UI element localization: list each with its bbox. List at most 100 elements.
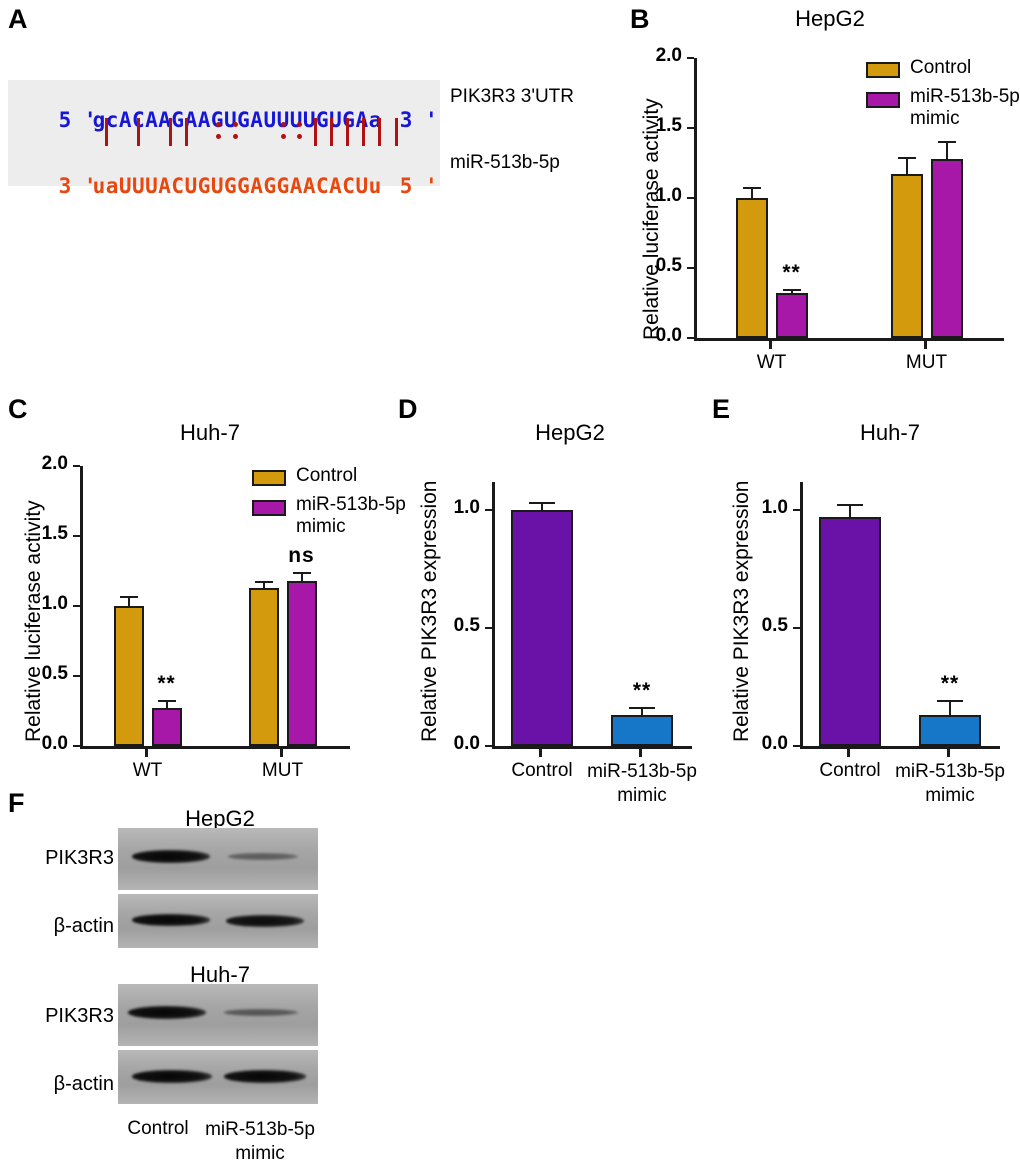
y-axis-line [694,58,697,339]
bar [919,715,981,746]
error-bar-cap [937,140,956,143]
significance-annotation: ** [157,671,176,695]
y-tick [687,197,694,199]
mirna-3prime-label: 3 ' [58,174,97,198]
error-bar-line [165,699,168,709]
significance-annotation: ** [940,672,960,696]
panel-f-lane-label-mimic: miR-513b-5p mimic [200,1118,320,1166]
panel-b-legend-mimic-line1: miR-513b-5p [910,86,1020,107]
panel-c-plot-area: 0.0 0.5 1.0 1.5 2.0 ** WT ns MUT [42,453,350,781]
watson-crick-pair-mark [330,118,334,146]
blot-bactin-hepg2 [118,894,318,948]
x-axis-line [800,746,1000,749]
x-category-label-mimic: miR-513b-5p mimic [875,760,1020,808]
x-category-mimic-line2: mimic [925,784,975,806]
error-bar-cap [292,572,311,575]
panel-b-legend-label-control: Control [910,57,972,78]
y-tick-label: 1.5 [41,523,68,544]
y-axis-line [80,466,83,747]
error-bar-cap [529,502,555,505]
error-bar-cap [782,289,801,291]
panel-c-legend-swatch-control [252,470,286,486]
blot-pik3r3-hepg2-band-lane2 [228,853,298,860]
panel-f-row-label-pik3r3-hepg2: PIK3R3 [45,847,114,869]
bar [151,708,182,746]
y-axis-line [492,482,495,747]
y-tick [687,127,694,129]
y-tick-label: 1.0 [761,497,788,519]
error-bar-line [905,157,908,175]
panel-letter-c: C [8,394,28,424]
panel-f-lane-label-control: Control [127,1118,189,1139]
y-tick [73,675,80,677]
y-tick [73,465,80,467]
y-tick-label: 0.0 [761,733,788,754]
y-tick [687,267,694,269]
bar [735,198,768,338]
x-axis-line [694,338,1004,341]
x-axis-line [80,746,350,749]
y-tick-label: 0.0 [41,733,68,754]
x-tick [947,749,950,757]
significance-annotation: ** [782,261,801,284]
wobble-pair-mark [280,122,286,127]
error-bar-line [949,700,951,716]
panel-b-legend-mimic-line2: mimic [910,107,960,129]
panel-c-legend-label-control: Control [296,465,358,486]
error-bar-line [127,596,130,606]
mirna-sequence-row: 3 'uaUUUACUGUGGAGGAACACUu 5 ' [8,150,440,222]
watson-crick-pair-mark [362,118,366,146]
mirna-5prime-label: 5 ' [399,174,438,198]
panel-letter-b: B [630,4,650,34]
watson-crick-pair-mark [169,118,173,146]
error-bar-cap [837,504,863,507]
wobble-pair-mark [296,134,302,139]
error-bar-line [262,580,265,588]
panel-b-legend-label-mimic: miR-513b-5p mimic [910,86,1020,130]
panel-f-row-label-pik3r3-huh7: PIK3R3 [45,1005,114,1027]
panel-c-legend-mimic-line1: miR-513b-5p [296,494,406,515]
panel-c-legend-label-mimic: miR-513b-5p mimic [296,494,406,538]
panel-b-title: HepG2 [795,6,865,31]
x-tick [144,749,148,757]
watson-crick-pair-mark [136,118,140,146]
panel-e-y-axis-label: Relative PIK3R3 expression [730,480,753,742]
y-tick-label: 2.0 [655,45,682,66]
wobble-pair-mark [216,122,222,127]
panel-c-title: Huh-7 [180,420,240,445]
wobble-pair-mark [296,122,302,127]
y-tick-label: 0.5 [655,255,682,276]
panel-b-legend-swatch-control [866,62,900,78]
x-category-mimic-line1: miR-513b-5p [895,761,1005,782]
bar [890,174,923,338]
error-bar-cap [629,707,655,710]
x-axis-line [492,746,692,749]
y-tick-label: 1.0 [655,185,682,206]
base-pairing-row [8,116,440,148]
blot-bactin-huh7 [118,1050,318,1104]
x-category-label: MUT [261,760,304,781]
bar [248,587,279,746]
panel-c-legend-mimic-line2: mimic [296,515,346,537]
y-tick-label: 0.0 [655,325,682,346]
y-tick [73,745,80,747]
error-bar-line [849,504,851,518]
error-bar-line [641,707,643,716]
error-bar-line [300,572,303,581]
error-bar-cap [897,157,916,160]
x-category-label: WT [756,352,787,373]
blot-pik3r3-huh7-band-lane2 [224,1009,298,1016]
mirna-sequence: uaUUUACUGUGGAGGAACACUu [92,174,382,198]
panel-a-alignment-box: 5 'gcACAAGAAGUGAUUUUGUGAa 3 ' 3 'uaUUUACU… [8,80,440,198]
x-category-label: MUT [905,352,948,373]
watson-crick-pair-mark [378,118,382,146]
panel-e-plot-area: 0.0 0.5 1.0 ** Control miR-513b-5p mimic [762,482,1005,806]
panel-f-lane-mimic-line1: miR-513b-5p [205,1119,315,1140]
panel-f-blot1-title: HepG2 [185,806,255,831]
blot-bactin-huh7-band-lane1 [132,1070,212,1083]
x-category-label: WT [132,760,163,781]
watson-crick-pair-mark [394,118,398,146]
error-bar-cap [254,580,273,583]
panel-letter-f: F [8,788,25,818]
x-tick [768,341,772,349]
